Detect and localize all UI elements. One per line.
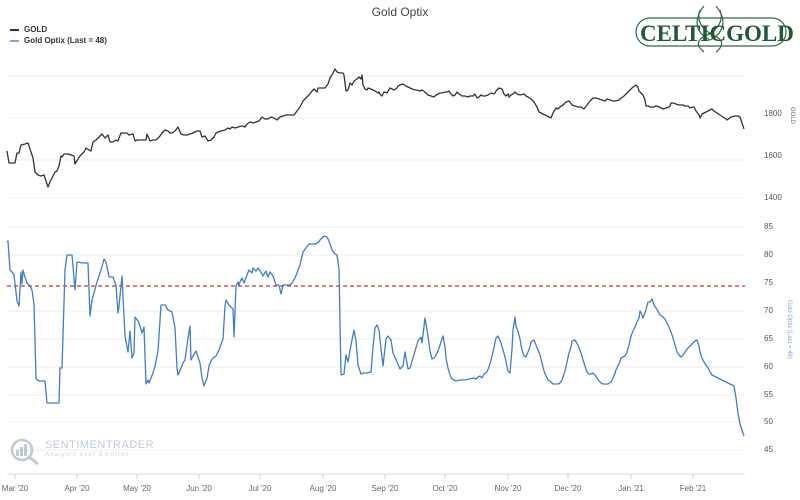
celtic-knot-icon xyxy=(635,5,787,53)
gold-price-line[interactable] xyxy=(6,68,745,188)
gold-optix-line[interactable] xyxy=(6,235,745,437)
y-tick-1400: 1400 xyxy=(764,193,782,202)
y-tick-45: 45 xyxy=(764,445,773,454)
celticgold-logo: CELTICGOLD xyxy=(632,4,794,54)
y-tick-80: 80 xyxy=(764,250,773,259)
x-tick-nov-20: Nov '20 xyxy=(494,484,522,493)
x-tick-feb-21: Feb '21 xyxy=(679,484,707,493)
y-tick-55: 55 xyxy=(764,390,773,399)
legend-swatch-gold xyxy=(10,28,19,31)
magnifier-chart-icon xyxy=(10,438,39,465)
legend-swatch-optix xyxy=(10,39,19,42)
y-tick-65: 65 xyxy=(764,334,773,343)
upper-gridlines xyxy=(7,75,745,199)
x-tick-sep-20: Sep '20 xyxy=(371,484,399,493)
x-tick-jun-20: Jun '20 xyxy=(186,484,212,493)
logo-text: CELTICGOLD xyxy=(640,21,794,46)
y-tick-1600: 1600 xyxy=(764,151,782,160)
watermark-tagline: Analysis over Emotion xyxy=(45,452,130,458)
x-tick-jan-21: Jan '21 xyxy=(618,484,644,493)
legend-item-gold-optix[interactable]: Gold Optix (Last = 48) xyxy=(10,35,107,46)
y-tick-50: 50 xyxy=(764,417,773,426)
x-tick-apr-20: Apr '20 xyxy=(64,484,90,493)
y-tick-85: 85 xyxy=(764,222,773,231)
x-axis-ticks xyxy=(14,474,694,479)
legend-item-gold[interactable]: GOLD xyxy=(10,24,107,35)
legend-label-gold: GOLD xyxy=(24,25,48,34)
x-tick-jul-20: Jul '20 xyxy=(248,484,272,493)
watermark-name: SENTIMENTRADER xyxy=(45,439,155,451)
y-tick-1800: 1800 xyxy=(764,109,782,118)
y-tick-70: 70 xyxy=(764,306,773,315)
chart-title: Gold Optix xyxy=(371,5,429,19)
x-tick-aug-20: Aug '20 xyxy=(309,484,337,493)
legend: GOLD Gold Optix (Last = 48) xyxy=(10,24,107,46)
lower-y-axis-title: Gold Optix (Last = 48) xyxy=(786,300,792,359)
y-tick-60: 60 xyxy=(764,362,773,371)
legend-label-optix: Gold Optix (Last = 48) xyxy=(24,36,107,45)
y-tick-75: 75 xyxy=(764,278,773,287)
lower-gridlines xyxy=(7,226,745,451)
sentimentrader-watermark: SENTIMENTRADER Analysis over Emotion xyxy=(8,437,154,465)
x-tick-dec-20: Dec '20 xyxy=(554,484,582,493)
x-tick-may-20: May '20 xyxy=(123,484,151,493)
upper-y-axis-title: GOLD xyxy=(789,107,795,125)
x-tick-mar-20: Mar '20 xyxy=(1,484,29,493)
x-tick-oct-20: Oct '20 xyxy=(432,484,458,493)
